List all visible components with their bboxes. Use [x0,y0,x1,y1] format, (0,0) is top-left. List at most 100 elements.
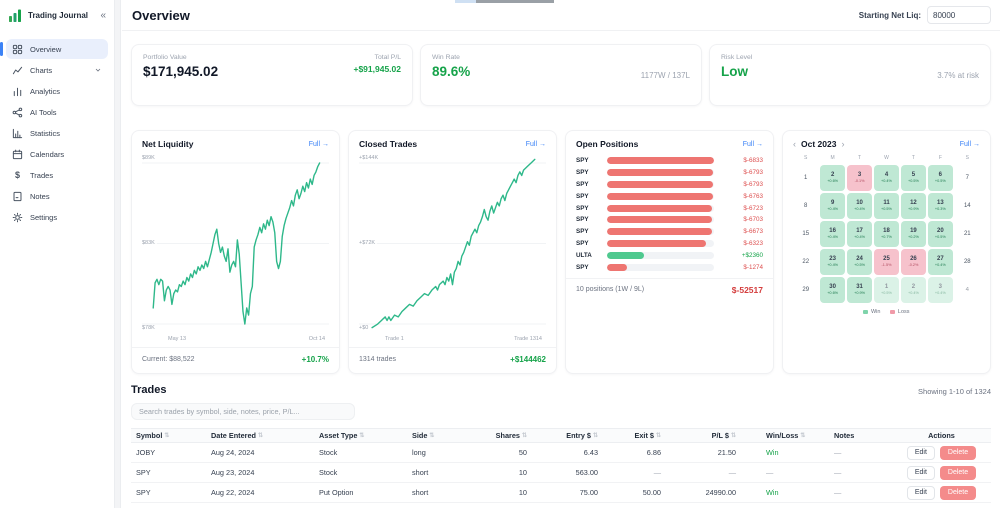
sort-icon[interactable]: ⇅ [521,433,527,439]
column-header-exit[interactable]: Exit $ ⇅ [603,431,666,440]
calendar-day[interactable]: 26 -0.2% [900,248,927,275]
sidebar-scrollbar[interactable] [114,0,121,508]
column-header-actions[interactable]: Actions [892,431,991,440]
column-header-notes[interactable]: Notes [829,431,892,440]
edit-button[interactable]: Edit [906,465,935,480]
histogram-icon [12,128,23,139]
calendar-day[interactable]: 2 +0.4% [900,276,927,303]
calendar-day[interactable]: 20 +0.5% [927,220,954,247]
column-header-date-entered[interactable]: Date Entered ⇅ [206,431,314,440]
calendar-day[interactable]: 25 -1.5% [873,248,900,275]
sidebar-item-statistics[interactable]: Statistics [6,123,108,143]
calendar-day[interactable]: 27 +0.4% [927,248,954,275]
horizontal-scrollbar[interactable] [455,0,554,3]
column-header-symbol[interactable]: Symbol ⇅ [131,431,206,440]
calendar-day[interactable]: 18 +0.7% [873,220,900,247]
sort-icon[interactable]: ⇅ [164,433,170,439]
table-row: SPY Aug 22, 2024 Put Option short 10 75.00 50.… [131,483,991,503]
sort-icon[interactable]: ⇅ [359,433,365,439]
position-value: $-6703 [743,216,763,224]
sidebar-item-ai-tools[interactable]: AI Tools [6,102,108,122]
calendar-day[interactable]: 31 +0.9% [846,276,873,303]
delete-button[interactable]: Delete [939,485,977,500]
closed-trades-full-link[interactable]: Full → [525,140,546,148]
sidebar-item-notes[interactable]: Notes [6,186,108,206]
calendar-day[interactable]: 30 +0.6% [819,276,846,303]
calendar-day[interactable]: 4 [955,277,980,304]
position-bar [607,228,714,236]
calendar-day[interactable]: 3 +0.4% [927,276,954,303]
sort-icon[interactable]: ⇅ [592,433,598,439]
cell-symbol: SPY [136,468,151,477]
starting-net-liq-input[interactable] [927,6,991,24]
calendar-day[interactable]: 14 [955,193,980,220]
sidebar-item-analytics[interactable]: Analytics [6,81,108,101]
calendar-day[interactable]: 7 [955,165,980,192]
sort-icon[interactable]: ⇅ [800,433,806,439]
calendar-day[interactable]: 17 +0.4% [846,220,873,247]
calendar-day[interactable]: 2 +0.6% [819,164,846,191]
column-header-asset-type[interactable]: Asset Type ⇅ [314,431,407,440]
delete-button[interactable]: Delete [939,445,977,460]
calendar-day[interactable]: 3 -0.1% [846,164,873,191]
sort-icon[interactable]: ⇅ [429,433,435,439]
sidebar: Trading Journal « Overview Charts Analytic… [0,0,114,508]
calendar-day[interactable]: 10 +0.4% [846,192,873,219]
sidebar-item-trades[interactable]: $ Trades [6,165,108,185]
net-liquidity-full-link[interactable]: Full → [308,140,329,148]
calendar-day[interactable]: 6 +0.5% [927,164,954,191]
calendar-day[interactable]: 24 +0.5% [846,248,873,275]
cell-entry: 563.00 [575,468,598,477]
calendar-day[interactable]: 9 +0.4% [819,192,846,219]
sort-icon[interactable]: ⇅ [730,433,736,439]
column-header-shares[interactable]: Shares ⇅ [472,431,532,440]
calendar-day[interactable]: 16 +0.4% [819,220,846,247]
calendar-day[interactable]: 21 [955,221,980,248]
calendar-day[interactable]: 13 +0.3% [927,192,954,219]
calendar-day[interactable]: 28 [955,249,980,276]
column-header-side[interactable]: Side ⇅ [407,431,472,440]
bar-chart-icon [12,86,23,97]
calendar-day[interactable]: 15 [793,221,818,248]
calendar-day[interactable]: 4 +0.4% [873,164,900,191]
network-icon [12,107,23,118]
position-value: $-6323 [743,239,763,247]
calendar-day[interactable]: 8 [793,193,818,220]
calendar-day[interactable]: 23 +0.4% [819,248,846,275]
calendar-day-number: 4 [965,286,969,293]
calendar-day[interactable]: 1 +0.5% [873,276,900,303]
cell-side: long [412,448,426,457]
calendar-day[interactable]: 12 +0.9% [900,192,927,219]
calendar-prev-icon[interactable]: ‹ [793,138,796,149]
sidebar-item-overview[interactable]: Overview [0,39,108,59]
delete-button[interactable]: Delete [939,465,977,480]
column-header-p-l[interactable]: P/L $ ⇅ [666,431,741,440]
edit-button[interactable]: Edit [906,485,935,500]
sort-icon[interactable]: ⇅ [655,433,661,439]
calendar-day[interactable]: 29 [793,277,818,304]
open-positions-full-link[interactable]: Full → [742,140,763,148]
calendar-day[interactable]: 11 +0.5% [873,192,900,219]
calendar-day[interactable]: 19 +0.2% [900,220,927,247]
calendar-day-number: 9 [830,200,835,207]
position-symbol: SPY [576,169,589,177]
sort-icon[interactable]: ⇅ [258,433,264,439]
calendar-day[interactable]: 22 [793,249,818,276]
column-header-win-loss[interactable]: Win/Loss ⇅ [741,431,829,440]
calendar-day[interactable]: 5 +0.5% [900,164,927,191]
position-value: $-6833 [743,157,763,165]
sidebar-item-charts[interactable]: Charts [6,60,108,80]
total-pl-label: Total P/L [374,54,401,61]
calendar-next-icon[interactable]: › [841,138,845,149]
edit-button[interactable]: Edit [906,445,935,460]
calendar-day[interactable]: 1 [793,165,818,192]
column-header-entry[interactable]: Entry $ ⇅ [532,431,603,440]
calendar-full-link[interactable]: Full → [959,140,980,148]
sidebar-collapse-icon[interactable]: « [100,10,106,21]
calendar-day-header: W [884,155,889,161]
sidebar-item-calendars[interactable]: Calendars [6,144,108,164]
trades-search-input[interactable] [131,403,355,420]
sidebar-item-settings[interactable]: Settings [6,207,108,227]
position-bar-fill [607,180,714,188]
cell-exit: 50.00 [642,488,661,497]
